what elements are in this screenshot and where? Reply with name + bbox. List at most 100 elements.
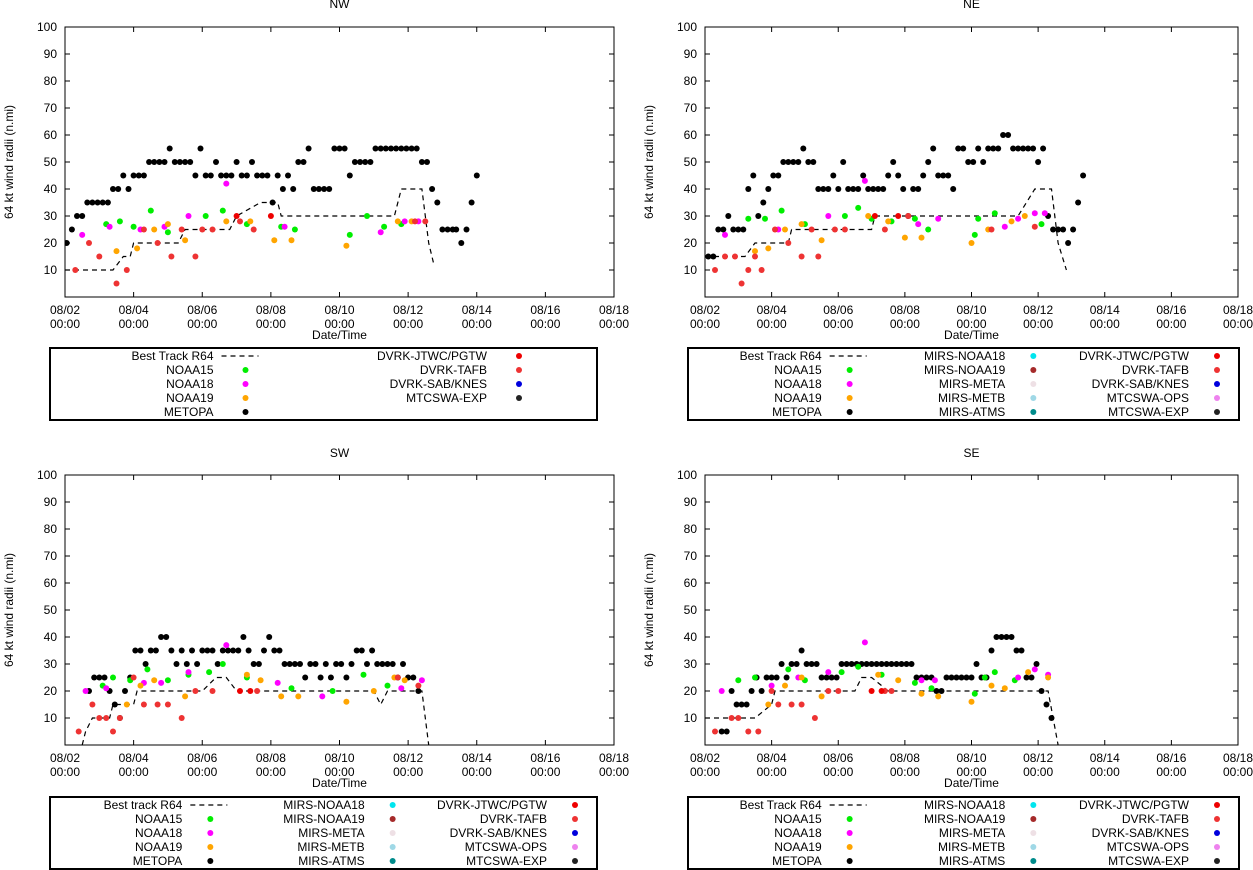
point-metopa	[223, 172, 230, 179]
point-metopa	[418, 159, 425, 165]
point-metopa	[728, 688, 735, 694]
point-metopa	[780, 159, 787, 165]
x-tick-date: 08/04	[119, 751, 149, 765]
legend-label: MIRS-NOAA18	[924, 798, 1006, 812]
point-metopa	[333, 661, 340, 667]
point-metopa	[898, 661, 905, 667]
point-metopa	[463, 226, 470, 233]
legend-label: METOPA	[772, 854, 822, 868]
point-noaa19	[818, 237, 825, 244]
point-metopa	[820, 186, 827, 192]
point-dvrk-tafb	[130, 674, 137, 681]
point-metopa	[828, 674, 835, 681]
x-tick-date: 08/06	[187, 751, 217, 765]
point-dvrk-tafb	[772, 226, 778, 233]
point-dvrk-tafb	[237, 218, 243, 225]
point-metopa	[763, 674, 770, 681]
point-noaa19	[988, 682, 995, 689]
legend-label: DVRK-JTWC/PGTW	[1079, 798, 1190, 812]
point-dvrk-tafb	[75, 728, 82, 735]
point-noaa15	[144, 666, 151, 673]
x-tick-time: 00:00	[690, 317, 720, 331]
point-metopa	[1030, 145, 1037, 152]
point-noaa15	[855, 204, 862, 211]
point-dvrk-tafb	[798, 253, 805, 260]
legend-label: DVRK-SAB/KNES	[390, 377, 487, 391]
point-noaa15	[291, 226, 298, 233]
point-dvrk-jtwc-pgtw	[237, 688, 243, 694]
point-noaa15	[841, 213, 848, 219]
point-noaa19	[798, 674, 805, 681]
point-metopa	[79, 213, 86, 219]
point-dvrk-tafb	[745, 267, 752, 273]
point-noaa19	[935, 693, 942, 700]
point-noaa19	[1045, 674, 1052, 681]
point-metopa	[1025, 145, 1032, 152]
legend-label: DVRK-JTWC/PGTW	[1079, 349, 1190, 363]
point-metopa	[173, 661, 180, 667]
point-metopa	[271, 647, 278, 654]
x-tick-time: 00:00	[757, 317, 787, 331]
point-metopa	[748, 688, 755, 694]
point-metopa	[243, 172, 250, 179]
point-metopa	[297, 661, 303, 667]
point-metopa	[808, 661, 815, 667]
point-metopa	[163, 634, 170, 640]
point-noaa19	[151, 677, 158, 684]
point-dvrk-tafb	[192, 253, 199, 260]
x-tick-date: 08/16	[1156, 303, 1186, 317]
legend-label: DVRK-SAB/KNES	[1092, 826, 1189, 840]
point-metopa	[439, 226, 446, 233]
point-noaa19	[151, 226, 158, 233]
point-metopa	[810, 159, 817, 165]
point-dvrk-tafb	[178, 226, 185, 233]
legend-label: NOAA15	[774, 363, 822, 377]
x-tick-time: 00:00	[393, 317, 423, 331]
point-metopa	[453, 226, 460, 233]
point-metopa	[225, 647, 231, 654]
point-metopa	[255, 661, 262, 667]
legend-dot-swatch	[572, 858, 578, 864]
point-metopa	[985, 145, 992, 152]
point-metopa	[413, 145, 420, 152]
point-dvrk-tafb	[1031, 223, 1038, 230]
y-tick-label: 60	[684, 128, 698, 142]
point-metopa	[228, 172, 235, 179]
point-noaa15	[346, 231, 353, 238]
point-metopa	[940, 172, 947, 179]
legend-label: NOAA19	[135, 840, 183, 854]
point-metopa	[369, 647, 376, 654]
point-noaa15	[384, 682, 391, 689]
point-metopa	[312, 661, 319, 667]
legend-label: Best Track R64	[740, 349, 822, 363]
legend-dot-swatch	[846, 816, 853, 822]
panel-nw: NW10203040506070809010008/0200:0008/0400…	[2, 0, 629, 421]
y-tick-label: 20	[44, 684, 58, 698]
point-metopa	[843, 661, 850, 667]
point-metopa	[723, 728, 730, 735]
point-noaa15	[762, 215, 768, 222]
point-metopa	[1038, 688, 1045, 694]
point-noaa15	[838, 669, 845, 676]
point-metopa	[770, 172, 777, 179]
point-metopa	[291, 661, 298, 667]
point-metopa	[146, 159, 153, 165]
x-tick-time: 00:00	[599, 765, 629, 779]
point-metopa	[738, 701, 745, 708]
point-metopa	[178, 647, 185, 654]
point-metopa	[758, 688, 765, 694]
point-noaa19	[278, 693, 285, 700]
x-tick-time: 00:00	[1223, 317, 1253, 331]
point-metopa	[327, 674, 334, 681]
point-metopa	[194, 661, 201, 667]
point-dvrk-tafb	[154, 240, 161, 246]
point-metopa	[733, 701, 740, 708]
point-noaa15	[911, 679, 918, 686]
point-metopa	[348, 661, 355, 667]
legend-label: MTCSWA-OPS	[1107, 391, 1189, 405]
legend-dot-swatch	[572, 802, 578, 808]
point-metopa	[1023, 674, 1030, 681]
y-tick-label: 70	[684, 101, 698, 115]
point-metopa	[468, 199, 475, 206]
point-noaa15	[752, 674, 758, 681]
